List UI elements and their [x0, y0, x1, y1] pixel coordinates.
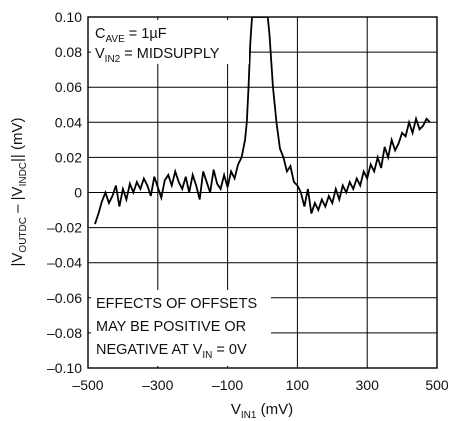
y-tick-label: 0.10 — [55, 9, 82, 25]
condition-box: CAVE = 1µF VIN2 = MIDSUPPLY — [91, 20, 249, 65]
y-tick-label: 0.06 — [55, 79, 82, 95]
y-tick-label: –0.08 — [47, 325, 82, 341]
note-line: EFFECTS OF OFFSETS — [96, 296, 257, 312]
condition-line: CAVE = 1µF — [95, 26, 167, 45]
x-tick-label: –500 — [72, 377, 103, 393]
condition-line: VIN2 = MIDSUPPLY — [95, 46, 220, 65]
x-axis-title: VIN1 (mV) — [231, 401, 293, 421]
note-box: EFFECTS OF OFFSETS MAY BE POSITIVE OR NE… — [91, 290, 271, 366]
series-line — [94, 17, 431, 225]
x-tick-label: 300 — [356, 377, 380, 393]
plot-area — [94, 17, 431, 225]
y-tick-labels: 0.10 0.08 0.06 0.04 0.02 0 –0.02 –0.04 –0.06 –0.0… — [47, 9, 82, 376]
y-tick-label: 0.04 — [55, 114, 82, 130]
x-tick-label: 500 — [425, 377, 449, 393]
y-tick-label: –0.04 — [47, 255, 82, 271]
y-tick-label: 0.02 — [55, 149, 82, 165]
y-tick-label: 0.08 — [55, 44, 82, 60]
x-tick-labels: –500 –300 –100 100 300 500 — [72, 377, 448, 393]
x-tick-label: 100 — [286, 377, 310, 393]
condition-box-bg — [91, 20, 249, 64]
x-tick-label: –300 — [142, 377, 173, 393]
y-tick-label: 0 — [74, 185, 82, 201]
y-tick-label: –0.10 — [47, 360, 82, 376]
y-tick-label: –0.06 — [47, 290, 82, 306]
note-line: MAY BE POSITIVE OR — [96, 319, 246, 335]
y-tick-label: –0.02 — [47, 220, 82, 236]
note-line: NEGATIVE AT VIN = 0V — [96, 342, 247, 361]
x-tick-label: –100 — [212, 377, 243, 393]
note-box-bg — [91, 290, 271, 366]
plot-frame — [87, 16, 438, 369]
y-axis-title: |VOUTDC – |VINDC|| (mV) — [9, 118, 29, 267]
